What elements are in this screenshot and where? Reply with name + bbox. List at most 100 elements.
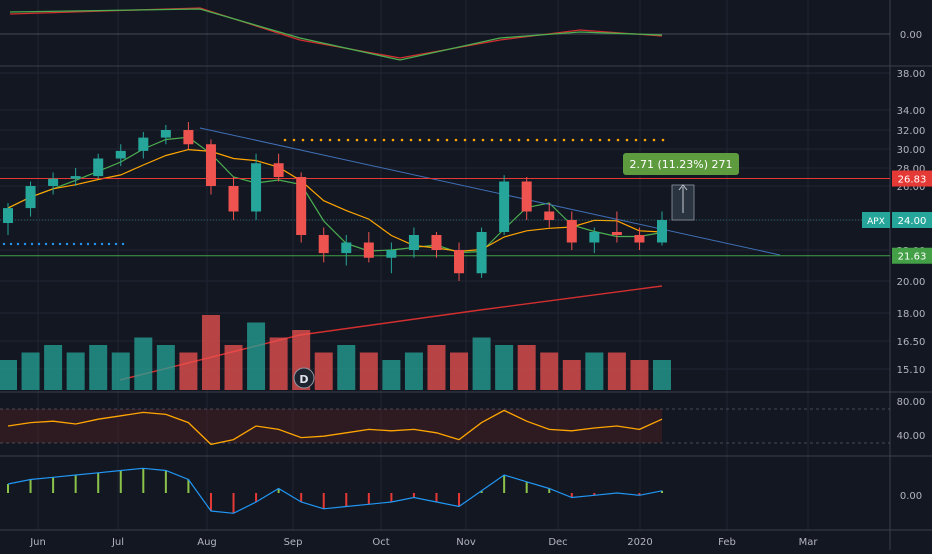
rsi-line xyxy=(7,409,663,446)
stop-dot xyxy=(517,138,521,142)
price-pane[interactable] xyxy=(0,122,890,381)
blue-dot xyxy=(37,242,41,246)
candle-body xyxy=(431,235,442,250)
stop-dot xyxy=(616,138,620,142)
support-badge: 21.63 xyxy=(898,252,927,263)
volume-bar xyxy=(156,345,175,390)
volume-bar xyxy=(44,345,63,390)
candle-body xyxy=(93,158,104,177)
candle-body xyxy=(138,137,149,151)
stop-dot xyxy=(454,138,458,142)
hist-bar xyxy=(390,493,393,502)
ma-slow-line xyxy=(7,148,663,252)
volume-bar xyxy=(111,352,130,390)
hist-bar xyxy=(300,493,303,502)
hist-bar xyxy=(29,479,32,493)
volume-bar xyxy=(382,360,401,390)
blue-dot xyxy=(16,242,20,246)
candle-body xyxy=(544,211,555,220)
tradingview-logo[interactable]: D xyxy=(293,367,315,389)
macd-line-top xyxy=(9,8,663,61)
blue-dot xyxy=(2,242,6,246)
price-axis[interactable]: 38.0034.0032.0030.0028.0026.0024.0022.00… xyxy=(862,30,932,502)
top-tick-label: 0.00 xyxy=(900,30,922,41)
stop-dot xyxy=(625,138,629,142)
candle-body xyxy=(25,186,36,209)
resistance-badge-bg xyxy=(892,170,932,187)
candle-body xyxy=(634,235,645,243)
blue-dot xyxy=(100,242,104,246)
measure-label-bg xyxy=(623,153,739,175)
candle-body xyxy=(183,130,194,145)
top-oscillator-pane[interactable] xyxy=(0,7,890,61)
blue-dot xyxy=(44,242,48,246)
candle-body xyxy=(521,181,532,212)
price-tick-label: 18.00 xyxy=(897,309,926,320)
price-tick-label: 28.00 xyxy=(897,164,926,175)
volume-bar xyxy=(404,352,423,390)
candle-body xyxy=(408,235,419,250)
measure-tool[interactable]: 2.71 (11.23%) 271 xyxy=(623,153,739,221)
candle-body xyxy=(48,178,59,186)
volume-bar xyxy=(607,352,626,390)
blue-dot xyxy=(121,242,125,246)
volume-bar xyxy=(653,360,671,390)
volume-bar xyxy=(21,352,40,390)
volume-bar xyxy=(247,322,266,390)
volume-bar xyxy=(450,352,469,390)
stop-dot xyxy=(337,138,341,142)
hist-bar xyxy=(74,475,77,493)
candle-body xyxy=(228,186,239,212)
volume-bar xyxy=(495,345,514,390)
hist-bar xyxy=(435,493,438,502)
bottom-tick-label: 0.00 xyxy=(900,491,922,502)
volume-bar xyxy=(562,360,581,390)
support-badge-bg xyxy=(892,247,932,264)
blue-dot xyxy=(114,242,118,246)
hist-bar xyxy=(119,470,122,493)
stop-dot xyxy=(526,138,530,142)
time-axis[interactable]: Jun Jul Aug Sep Oct Nov Dec 2020 Feb Mar xyxy=(29,537,818,548)
stop-dot xyxy=(301,138,305,142)
rsi-pane[interactable] xyxy=(0,408,890,446)
candle-body xyxy=(115,150,126,159)
measure-arrow-head xyxy=(678,184,688,191)
hist-bar xyxy=(570,493,573,498)
candle-body xyxy=(476,232,487,274)
price-tick-label: 15.10 xyxy=(897,365,926,376)
hist-bar xyxy=(661,490,663,493)
hist-bar xyxy=(187,479,190,493)
blue-dot xyxy=(9,242,13,246)
blue-dot xyxy=(58,242,62,246)
hist-bar xyxy=(458,493,461,507)
last-price-badge: 24.00 xyxy=(898,216,927,227)
macd-line xyxy=(7,467,663,514)
stop-dot xyxy=(445,138,449,142)
volume-bar xyxy=(337,345,356,390)
time-tick-label: Aug xyxy=(197,537,217,548)
candle-body xyxy=(499,181,510,232)
volume-bar xyxy=(540,352,559,390)
stop-dot xyxy=(499,138,503,142)
candle-body xyxy=(341,242,352,254)
candle-body xyxy=(296,177,307,235)
stop-dot xyxy=(508,138,512,142)
logo-letter: D xyxy=(299,373,308,386)
price-tick-label: 20.00 xyxy=(897,277,926,288)
ticker-badge: APX xyxy=(867,217,885,227)
stop-dot xyxy=(328,138,332,142)
time-tick-label: Feb xyxy=(718,537,736,548)
stop-dot xyxy=(562,138,566,142)
candle-body xyxy=(3,208,13,223)
hist-bar xyxy=(52,477,55,493)
volume-bar xyxy=(630,360,649,390)
blue-dot xyxy=(107,242,111,246)
bottom-oscillator-pane[interactable] xyxy=(7,467,663,514)
stop-dot xyxy=(391,138,395,142)
blue-dot xyxy=(65,242,69,246)
blue-dot xyxy=(72,242,76,246)
stop-dot xyxy=(589,138,593,142)
volume-bar xyxy=(66,352,85,390)
volume-bar xyxy=(201,315,220,390)
